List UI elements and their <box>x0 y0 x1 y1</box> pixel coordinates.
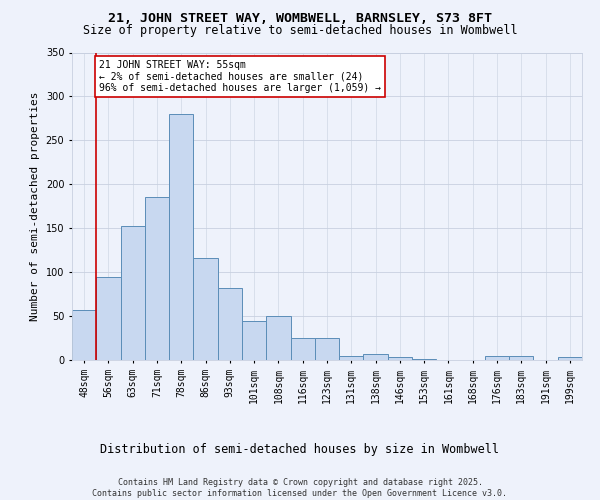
Y-axis label: Number of semi-detached properties: Number of semi-detached properties <box>30 92 40 321</box>
Bar <box>315 338 339 360</box>
Bar <box>193 258 218 360</box>
Text: Size of property relative to semi-detached houses in Wombwell: Size of property relative to semi-detach… <box>83 24 517 37</box>
Bar <box>242 322 266 360</box>
Text: 21, JOHN STREET WAY, WOMBWELL, BARNSLEY, S73 8FT: 21, JOHN STREET WAY, WOMBWELL, BARNSLEY,… <box>108 12 492 26</box>
Bar <box>169 114 193 360</box>
Bar <box>388 358 412 360</box>
Bar <box>121 226 145 360</box>
Bar <box>412 359 436 360</box>
Bar <box>218 288 242 360</box>
Text: 21 JOHN STREET WAY: 55sqm
← 2% of semi-detached houses are smaller (24)
96% of s: 21 JOHN STREET WAY: 55sqm ← 2% of semi-d… <box>99 60 381 92</box>
Bar <box>290 338 315 360</box>
Bar <box>509 356 533 360</box>
Bar <box>96 278 121 360</box>
Bar <box>364 354 388 360</box>
Text: Contains HM Land Registry data © Crown copyright and database right 2025.
Contai: Contains HM Land Registry data © Crown c… <box>92 478 508 498</box>
Bar <box>145 196 169 360</box>
Bar <box>339 356 364 360</box>
Text: Distribution of semi-detached houses by size in Wombwell: Distribution of semi-detached houses by … <box>101 442 499 456</box>
Bar <box>266 316 290 360</box>
Bar <box>72 310 96 360</box>
Bar <box>485 356 509 360</box>
Bar <box>558 358 582 360</box>
